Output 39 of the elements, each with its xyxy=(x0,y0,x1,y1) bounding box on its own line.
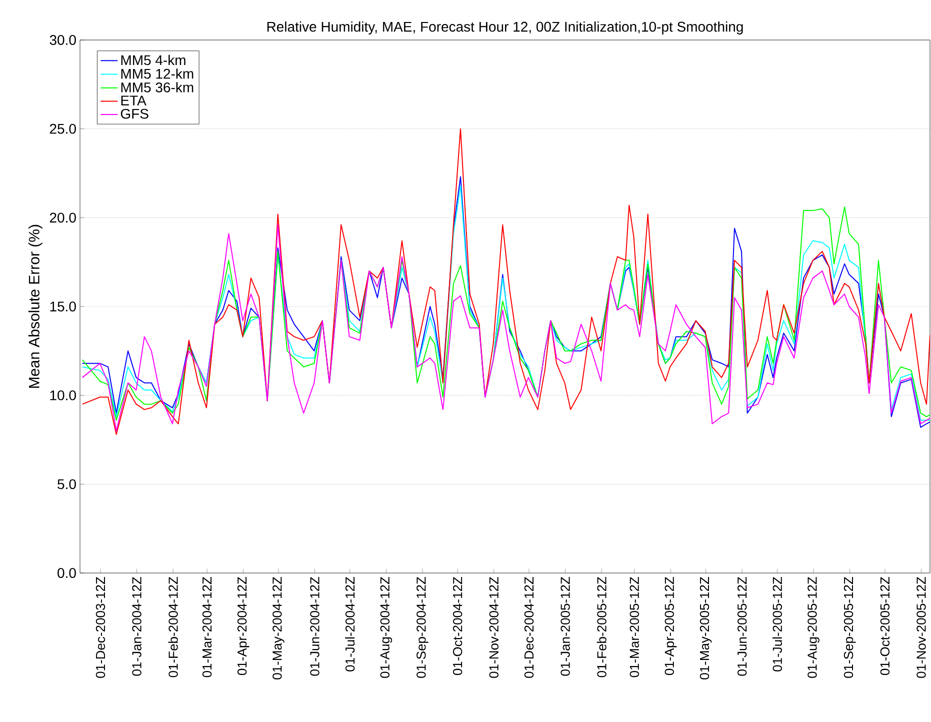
x-tick-label: 01-Jun-2005-12Z xyxy=(737,576,747,676)
x-tick-label: 01-Dec-2004-12Z xyxy=(524,576,534,678)
x-tick-label: 01-Nov-2005-12Z xyxy=(916,576,926,678)
x-tick-label: 01-Jan-2004-12Z xyxy=(132,576,142,676)
x-tick-label: 01-Oct-2004-12Z xyxy=(452,576,462,675)
y-tick-label: 15.0 xyxy=(50,302,76,312)
x-tick-label: 01-Sep-2004-12Z xyxy=(416,576,428,678)
legend-label: MM5 4-km xyxy=(121,54,186,66)
x-tick-label: 01-Mar-2005-12Z xyxy=(630,576,639,678)
legend-label: MM5 12-km xyxy=(121,68,194,79)
x-tick-label: 01-May-2005-12Z xyxy=(700,576,712,680)
legend-label: ETA xyxy=(121,96,146,106)
x-tick-label: 01-Apr-2004-12Z xyxy=(237,576,250,676)
y-tick-label: 10.0 xyxy=(50,390,76,400)
x-tick-label: 01-May-2004-12Z xyxy=(272,576,284,680)
y-tick-label: 5.0 xyxy=(58,479,76,490)
y-tick-label: 30.0 xyxy=(50,35,76,45)
x-tick-label: 01-Dec-2003-12Z xyxy=(96,576,106,678)
y-tick-label: 20.0 xyxy=(50,212,76,223)
legend-label: GFS xyxy=(120,108,148,119)
x-tick-label: 01-Aug-2005-12Z xyxy=(808,576,820,678)
y-tick-label: 25.0 xyxy=(50,124,76,134)
chart-title: Relative Humidity, MAE, Forecast Hour 12, 00Z Initialization,10-pt Smoothing xyxy=(267,21,743,34)
x-tick-label: 01-Sep-2005-12Z xyxy=(844,576,856,678)
x-tick-label: 01-Jan-2005-12Z xyxy=(560,576,570,676)
x-tick-label: 01-Apr-2005-12Z xyxy=(664,576,677,676)
y-tick-label: 0.0 xyxy=(58,568,76,578)
line-series xyxy=(82,128,930,435)
y-axis-title: Mean Absolute Error (%) xyxy=(28,224,42,388)
x-tick-label: 01-Jul-2005-12Z xyxy=(772,576,782,672)
x-tick-label: 01-Feb-2005-12Z xyxy=(596,576,606,678)
x-tick-label: 01-Oct-2005-12Z xyxy=(880,576,890,675)
x-tick-label: 01-Aug-2004-12Z xyxy=(380,576,392,678)
x-tick-label: 01-Jun-2004-12Z xyxy=(310,576,320,676)
x-tick-label: 01-Jul-2004-12Z xyxy=(345,576,355,672)
legend-label: MM5 36-km xyxy=(121,82,194,92)
x-tick-label: 01-Mar-2004-12Z xyxy=(202,576,212,678)
x-tick-label: 01-Nov-2004-12Z xyxy=(489,576,498,678)
x-tick-label: 01-Feb-2004-12Z xyxy=(168,576,178,678)
